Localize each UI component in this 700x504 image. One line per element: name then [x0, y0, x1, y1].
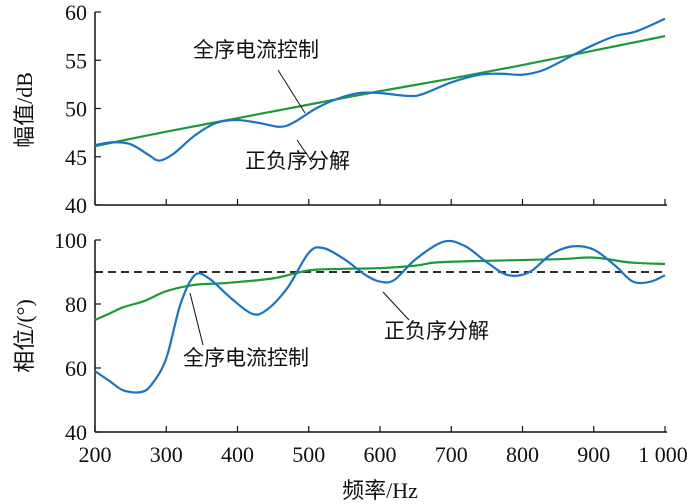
bottom-y-label: 相位/(°) [12, 299, 37, 373]
series-pos-neg-decomposition-magnitude [94, 17, 666, 162]
annotation-full-sequence-bottom: 全序电流控制 [183, 346, 309, 370]
x-tick-label: 1 000 [638, 442, 688, 467]
annotation-leader-line [189, 292, 204, 346]
series-pos-neg-decomposition-phase [94, 239, 666, 394]
annotation-leader-line [296, 139, 313, 163]
annotation-pos-neg-top: 正负序分解 [245, 149, 350, 173]
x-tick-label: 700 [435, 442, 468, 467]
series-full-sequence-control-phase [94, 256, 666, 322]
y-tick-label: 80 [65, 292, 87, 317]
x-tick-label: 200 [79, 442, 112, 467]
annotation-leader-line [382, 291, 410, 321]
y-tick-label: 55 [65, 48, 87, 73]
y-tick-label: 40 [65, 420, 87, 445]
top-y-label: 幅值/dB [12, 72, 37, 148]
x-tick-label: 600 [364, 442, 397, 467]
x-tick-label: 800 [506, 442, 539, 467]
x-axis-label: 频率/Hz [342, 478, 418, 503]
x-tick-label: 900 [577, 442, 610, 467]
x-tick-label: 400 [221, 442, 254, 467]
y-tick-label: 40 [65, 193, 87, 218]
x-tick-label: 300 [150, 442, 183, 467]
y-tick-label: 50 [65, 97, 87, 122]
y-tick-label: 60 [65, 356, 87, 381]
magnitude-plot: 40 45 50 55 60 [65, 0, 667, 218]
y-tick-label: 45 [65, 145, 87, 170]
y-tick-label: 100 [54, 228, 87, 253]
phase-plot: 40 60 80 100 200 300 400 500 600 700 800 900 1 000 [54, 228, 688, 467]
y-tick-label: 60 [65, 0, 87, 25]
x-tick-label: 500 [292, 442, 325, 467]
annotation-pos-neg-bottom: 正负序分解 [384, 319, 489, 343]
annotation-full-sequence-top: 全序电流控制 [193, 38, 319, 62]
annotation-leader-line [277, 69, 306, 114]
